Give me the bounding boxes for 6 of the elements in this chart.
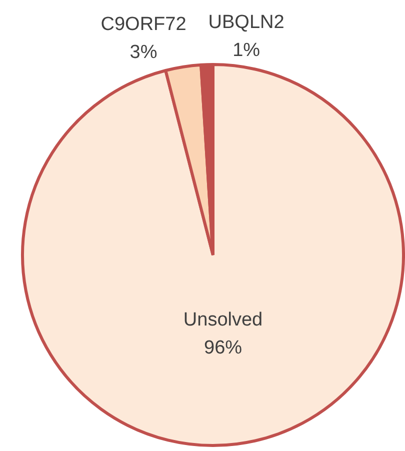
data-label: 3% [130,42,158,64]
data-label: 96% [204,338,242,359]
slice-label: UBQLN2 [208,12,284,33]
slice-label: C9ORF72 [100,14,186,36]
data-label: 1% [232,40,260,61]
slice-label: Unsolved [183,310,263,331]
